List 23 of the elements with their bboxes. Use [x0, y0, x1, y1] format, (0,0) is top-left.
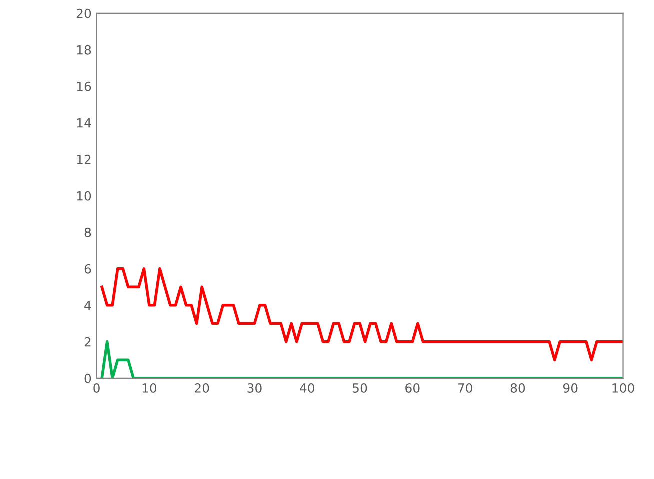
x-tick-label: 60: [406, 383, 420, 393]
y-tick-label: 0: [84, 374, 92, 384]
x-tick-label: 80: [510, 383, 526, 393]
x-tick-label: 20: [195, 383, 210, 393]
line-series: [100, 268, 624, 362]
y-tick-label: 4: [84, 301, 92, 310]
x-tick-label: 70: [458, 383, 472, 393]
y-tick-label: 10: [77, 191, 92, 201]
y-tick-label: 20: [76, 8, 92, 18]
x-tick-label: 90: [563, 383, 578, 393]
x-tick-label: 50: [353, 383, 368, 393]
y-tick-label: 18: [77, 45, 92, 55]
x-tick-label: 10: [142, 383, 157, 393]
y-tick-label: 16: [77, 82, 92, 92]
y-tick-label: 14: [77, 118, 92, 128]
y-tick-label: 8: [84, 228, 92, 238]
y-tick-label: 12: [77, 154, 91, 164]
y-tick-label: 2: [84, 337, 91, 347]
x-tick-label: 40: [300, 383, 315, 393]
x-tick-label: 100: [612, 383, 634, 393]
x-tick-label: 0: [94, 383, 100, 393]
x-tick-label: 30: [248, 383, 262, 393]
y-tick-label: 6: [84, 264, 92, 274]
